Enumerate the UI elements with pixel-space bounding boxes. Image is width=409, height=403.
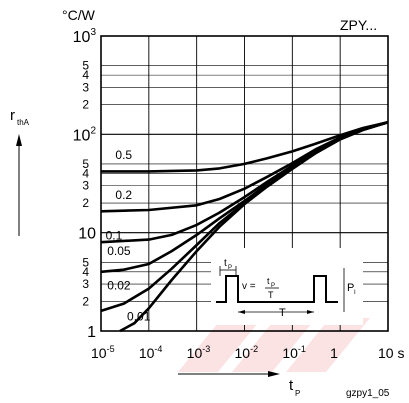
y-minor-tick-label: 2 (82, 294, 89, 308)
x-tick-labels: 10-5 10-4 10-3 10-2 10-1 1 10 s (91, 344, 404, 361)
inset-v: v = (242, 281, 256, 292)
inset-frac-num-sub: P (271, 283, 275, 289)
y-axis-arrowhead (16, 134, 22, 146)
chart-title: ZPY... (340, 17, 377, 33)
curve-label: 0.1 (106, 229, 123, 243)
x-symbol-sub: P (295, 389, 300, 398)
curve-label: 0.5 (115, 148, 132, 162)
y-tick-label: 102 (73, 125, 97, 144)
y-minor-tick-label: 4 (82, 265, 89, 279)
curve-label: 0.01 (127, 309, 151, 323)
inset-frac-num: t (267, 276, 270, 286)
y-minor-tick-label: 3 (82, 179, 89, 193)
y-minor-tick-label: 2 (82, 98, 89, 112)
inset-waveform (216, 275, 338, 303)
inset-power-sub: I (354, 290, 356, 296)
figure-id: gzpy1_05 (346, 388, 390, 399)
y-symbol-sub: thA (17, 118, 30, 127)
x-tick-label: 10-3 (187, 344, 211, 361)
x-tick-label: 10-4 (139, 344, 163, 361)
x-axis-label: t P (178, 371, 300, 398)
pulse-inset: t P v = t P T T P I (211, 248, 363, 325)
y-tick-label: 103 (73, 27, 97, 46)
curve-label: 0.2 (115, 188, 132, 202)
curve-label: 0.05 (107, 244, 131, 258)
y-minor-tick-label: 3 (82, 80, 89, 94)
curves: 0.5 0.2 0.10.05 0.02 0.01 (100, 120, 389, 333)
y-minor-tick-label: 5 (82, 255, 89, 269)
curve-0.5 (101, 120, 389, 173)
inset-power: P (347, 282, 354, 294)
x-axis-arrowhead (268, 371, 280, 377)
y-tick-label: 1 (87, 324, 96, 341)
y-tick-label: 10 (78, 226, 96, 243)
x-tick-label: 10-2 (235, 344, 259, 361)
y-unit-label: °C/W (62, 7, 96, 23)
inset-tp-sub: P (228, 265, 232, 271)
y-minor-tick-label: 3 (82, 277, 89, 291)
inset-tp: t (224, 258, 227, 269)
inset-period: T (279, 307, 286, 319)
y-axis-label: r thA (10, 107, 30, 236)
inset-frac-den: T (268, 290, 274, 300)
y-minor-tick-label: 2 (82, 196, 89, 210)
y-minor-tick-label: 5 (82, 157, 89, 171)
x-symbol: t (289, 377, 294, 394)
y-symbol: r (10, 107, 15, 124)
x-tick-label: 1 (330, 345, 338, 361)
curve-0.01 (119, 120, 389, 333)
y-minor-tick-label: 5 (82, 59, 89, 73)
x-tick-label: 10-1 (282, 344, 306, 361)
curve-label: 0.02 (107, 278, 131, 292)
x-tick-label: 10-5 (91, 344, 115, 361)
y-minor-tick-label: 4 (82, 68, 89, 82)
y-minor-tick-label: 4 (82, 166, 89, 180)
x-tick-label: 10 s (378, 345, 404, 361)
inset-box (211, 248, 363, 325)
